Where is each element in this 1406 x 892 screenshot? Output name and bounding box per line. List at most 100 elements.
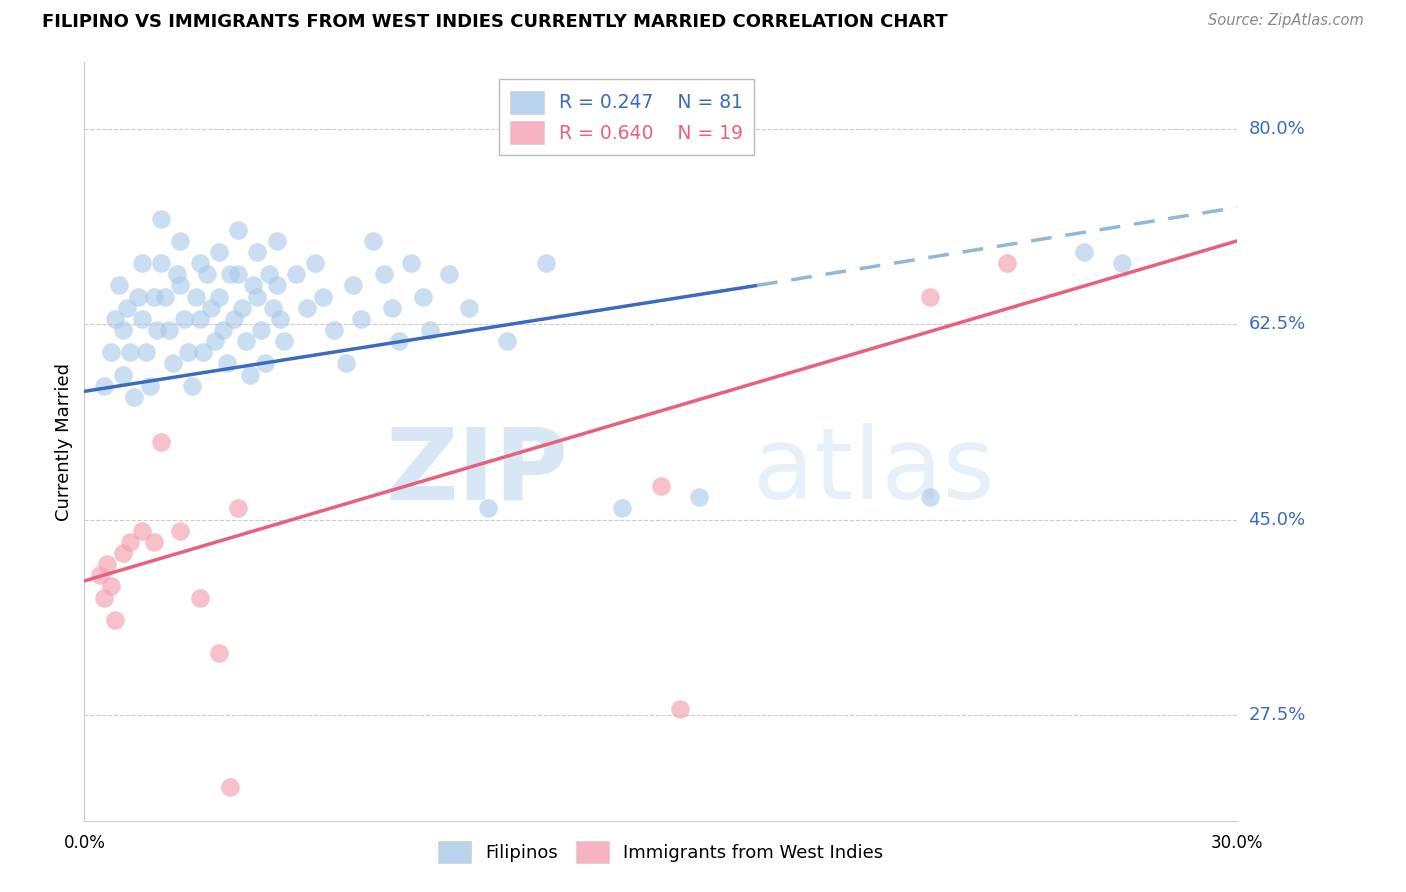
Point: [104, 311, 127, 326]
Point: [193, 345, 215, 359]
Point: [111, 368, 134, 382]
Point: [219, 780, 242, 794]
Point: [477, 501, 499, 516]
Point: [235, 334, 257, 348]
Y-axis label: Currently Married: Currently Married: [55, 362, 73, 521]
Point: [266, 278, 288, 293]
Text: 30.0%: 30.0%: [1211, 834, 1264, 852]
Point: [342, 278, 364, 293]
Point: [246, 289, 269, 303]
Point: [200, 301, 222, 315]
Point: [93, 378, 115, 392]
Point: [181, 378, 204, 392]
Point: [612, 501, 634, 516]
Point: [918, 490, 941, 504]
Text: 45.0%: 45.0%: [1249, 510, 1306, 529]
Point: [226, 267, 249, 281]
Point: [184, 289, 207, 303]
Point: [215, 356, 238, 370]
Point: [131, 311, 153, 326]
Point: [142, 534, 165, 549]
Point: [157, 323, 180, 337]
Point: [150, 434, 173, 449]
Point: [266, 234, 288, 248]
Point: [995, 256, 1018, 270]
Point: [350, 311, 373, 326]
Point: [239, 368, 262, 382]
Point: [457, 301, 479, 315]
Point: [297, 301, 319, 315]
Point: [226, 501, 249, 516]
Point: [304, 256, 326, 270]
Point: [688, 490, 710, 504]
Point: [399, 256, 422, 270]
Point: [120, 534, 142, 549]
Point: [284, 267, 307, 281]
Point: [188, 256, 211, 270]
Point: [100, 345, 122, 359]
Point: [169, 278, 191, 293]
Point: [253, 356, 276, 370]
Point: [496, 334, 519, 348]
Point: [534, 256, 557, 270]
Point: [162, 356, 184, 370]
Point: [669, 702, 692, 716]
Point: [188, 591, 211, 605]
Point: [166, 267, 188, 281]
Point: [89, 568, 111, 582]
Point: [127, 289, 149, 303]
Point: [188, 311, 211, 326]
Point: [224, 311, 246, 326]
Point: [169, 234, 191, 248]
Text: Source: ZipAtlas.com: Source: ZipAtlas.com: [1208, 13, 1364, 29]
Point: [311, 289, 333, 303]
Point: [335, 356, 357, 370]
Point: [242, 278, 264, 293]
Point: [93, 591, 115, 605]
Text: FILIPINO VS IMMIGRANTS FROM WEST INDIES CURRENTLY MARRIED CORRELATION CHART: FILIPINO VS IMMIGRANTS FROM WEST INDIES …: [42, 13, 948, 31]
Legend: Filipinos, Immigrants from West Indies: Filipinos, Immigrants from West Indies: [429, 832, 893, 872]
Point: [150, 211, 173, 226]
Point: [262, 301, 284, 315]
Text: 0.0%: 0.0%: [63, 834, 105, 852]
Point: [131, 256, 153, 270]
Point: [373, 267, 395, 281]
Point: [219, 267, 242, 281]
Point: [204, 334, 226, 348]
Text: 62.5%: 62.5%: [1249, 316, 1306, 334]
Point: [257, 267, 280, 281]
Point: [115, 301, 138, 315]
Point: [120, 345, 142, 359]
Point: [153, 289, 176, 303]
Point: [246, 244, 269, 259]
Point: [388, 334, 411, 348]
Point: [111, 323, 134, 337]
Point: [439, 267, 461, 281]
Point: [135, 345, 157, 359]
Point: [650, 479, 672, 493]
Point: [169, 524, 191, 538]
Point: [412, 289, 434, 303]
Point: [419, 323, 441, 337]
Point: [173, 311, 195, 326]
Point: [108, 278, 131, 293]
Point: [323, 323, 346, 337]
Point: [231, 301, 253, 315]
Text: atlas: atlas: [754, 424, 994, 520]
Point: [104, 613, 127, 627]
Point: [177, 345, 200, 359]
Point: [142, 289, 165, 303]
Point: [226, 222, 249, 236]
Point: [269, 311, 291, 326]
Point: [208, 289, 231, 303]
Text: 27.5%: 27.5%: [1249, 706, 1306, 723]
Text: 80.0%: 80.0%: [1249, 120, 1305, 138]
Point: [211, 323, 233, 337]
Point: [381, 301, 404, 315]
Point: [208, 244, 231, 259]
Point: [195, 267, 218, 281]
Point: [124, 390, 146, 404]
Point: [361, 234, 384, 248]
Text: ZIP: ZIP: [385, 424, 568, 520]
Point: [138, 378, 160, 392]
